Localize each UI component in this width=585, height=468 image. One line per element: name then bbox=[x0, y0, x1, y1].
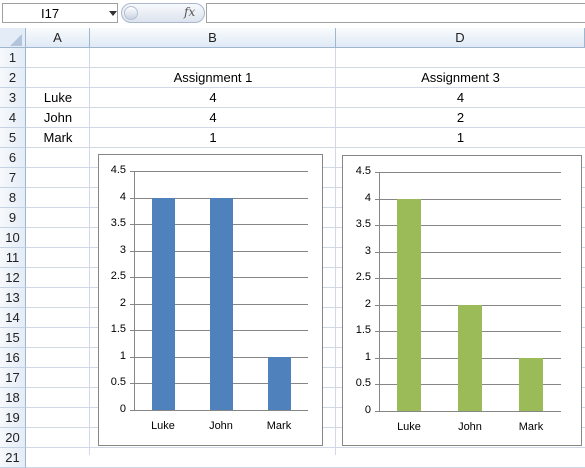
gridline bbox=[130, 171, 308, 172]
cell-d4[interactable]: 2 bbox=[456, 110, 465, 125]
insert-function-icon[interactable]: fx bbox=[184, 5, 196, 19]
y-tick-label: 3.5 bbox=[110, 217, 126, 229]
row-header-5[interactable]: 5 bbox=[0, 128, 26, 148]
bar-luke[interactable] bbox=[397, 199, 421, 411]
grid-line bbox=[26, 127, 585, 128]
row-header-16[interactable]: 16 bbox=[0, 348, 26, 368]
cell-a3[interactable]: Luke bbox=[43, 90, 73, 105]
cell-a4[interactable]: John bbox=[43, 110, 73, 125]
row-header-4[interactable]: 4 bbox=[0, 108, 26, 128]
row-header-3[interactable]: 3 bbox=[0, 88, 26, 108]
x-tick-label: Mark bbox=[266, 420, 292, 432]
name-box-value: I17 bbox=[41, 6, 60, 21]
gridline bbox=[375, 278, 561, 279]
grid-line bbox=[335, 48, 336, 455]
chart-assignment-3[interactable]: 0 0.5 1 1.5 2 2.5 3 3.5 4 4.5 Luke John Mark bbox=[342, 155, 582, 446]
y-tick-label: 2 bbox=[364, 298, 371, 310]
y-tick-label: 2 bbox=[119, 297, 126, 309]
bar-mark[interactable] bbox=[268, 357, 291, 410]
row-header-14[interactable]: 14 bbox=[0, 308, 26, 328]
name-box[interactable]: I17 bbox=[2, 3, 118, 23]
row-header-21[interactable]: 21 bbox=[0, 448, 26, 468]
row-header-17[interactable]: 17 bbox=[0, 368, 26, 388]
row-header-8[interactable]: 8 bbox=[0, 188, 26, 208]
grid-line bbox=[26, 87, 585, 88]
y-tick-label: 0.5 bbox=[110, 376, 126, 388]
x-tick-label: Luke bbox=[151, 420, 175, 432]
row-header-20[interactable]: 20 bbox=[0, 428, 26, 448]
y-tick-label: 4 bbox=[364, 192, 371, 204]
chart-assignment-1[interactable]: 0 0.5 1 1.5 2 2.5 3 3.5 4 4.5 Luke John Mark bbox=[98, 154, 323, 446]
row-header-19[interactable]: 19 bbox=[0, 408, 26, 428]
grid-line bbox=[26, 67, 585, 68]
formula-bar: I17 fx bbox=[0, 0, 585, 29]
cell-b3[interactable]: 4 bbox=[209, 90, 217, 105]
formula-bar-controls: fx bbox=[121, 3, 205, 23]
row-header-10[interactable]: 10 bbox=[0, 228, 26, 248]
gridline bbox=[375, 225, 561, 226]
gridline bbox=[375, 172, 561, 173]
formula-input[interactable] bbox=[206, 3, 585, 23]
row-header-13[interactable]: 13 bbox=[0, 288, 26, 308]
x-tick-label: John bbox=[458, 421, 482, 433]
row-header-11[interactable]: 11 bbox=[0, 248, 26, 268]
y-tick-label: 0.5 bbox=[355, 377, 371, 389]
column-header-a[interactable]: A bbox=[26, 28, 90, 48]
gridline bbox=[375, 199, 561, 200]
select-all-icon bbox=[10, 34, 22, 46]
bar-mark[interactable] bbox=[519, 358, 543, 411]
x-tick-label: Mark bbox=[518, 421, 544, 433]
bar-john[interactable] bbox=[210, 198, 233, 410]
cell-b5[interactable]: 1 bbox=[209, 130, 217, 145]
column-header-b[interactable]: B bbox=[90, 28, 336, 48]
x-tick-label: John bbox=[209, 420, 233, 432]
row-header-12[interactable]: 12 bbox=[0, 268, 26, 288]
gridline bbox=[130, 410, 308, 411]
gridline bbox=[375, 252, 561, 253]
y-tick-label: 3 bbox=[119, 244, 126, 256]
bar-john[interactable] bbox=[458, 305, 482, 411]
row-header-18[interactable]: 18 bbox=[0, 388, 26, 408]
row-header-1[interactable]: 1 bbox=[0, 48, 26, 68]
grid-line bbox=[26, 147, 585, 148]
y-tick-label: 1 bbox=[119, 350, 126, 362]
y-tick-label: 3 bbox=[364, 245, 371, 257]
chevron-down-icon[interactable] bbox=[109, 11, 117, 16]
grid-line bbox=[89, 48, 90, 455]
cell-b4[interactable]: 4 bbox=[209, 110, 217, 125]
y-tick-label: 2.5 bbox=[110, 270, 126, 282]
y-tick-label: 0 bbox=[364, 404, 371, 416]
row-header-15[interactable]: 15 bbox=[0, 328, 26, 348]
cell-a5[interactable]: Mark bbox=[43, 130, 73, 145]
cell-d2[interactable]: Assignment 3 bbox=[421, 70, 500, 85]
y-tick-label: 0 bbox=[119, 403, 126, 415]
y-tick-label: 4.5 bbox=[110, 164, 126, 176]
cell-d5[interactable]: 1 bbox=[456, 130, 465, 145]
grid-line bbox=[26, 107, 585, 108]
x-tick-label: Luke bbox=[397, 421, 421, 433]
y-tick-label: 4.5 bbox=[355, 165, 371, 177]
select-all-button[interactable] bbox=[0, 28, 26, 48]
y-tick-label: 4 bbox=[119, 191, 126, 203]
cell-d3[interactable]: 4 bbox=[456, 90, 465, 105]
y-tick-label: 1.5 bbox=[110, 323, 126, 335]
row-header-9[interactable]: 9 bbox=[0, 208, 26, 228]
expand-handle-icon[interactable] bbox=[124, 6, 138, 20]
grid-line bbox=[26, 447, 585, 448]
y-axis bbox=[134, 171, 135, 410]
row-header-6[interactable]: 6 bbox=[0, 148, 26, 168]
gridline bbox=[375, 411, 561, 412]
y-tick-label: 1.5 bbox=[355, 324, 371, 336]
bar-luke[interactable] bbox=[152, 198, 175, 410]
y-tick-label: 1 bbox=[364, 351, 371, 363]
column-header-d[interactable]: D bbox=[336, 28, 585, 48]
y-tick-label: 2.5 bbox=[355, 271, 371, 283]
row-header-2[interactable]: 2 bbox=[0, 68, 26, 88]
y-tick-label: 3.5 bbox=[355, 218, 371, 230]
cell-b2[interactable]: Assignment 1 bbox=[173, 70, 253, 85]
y-axis bbox=[379, 172, 380, 411]
row-header-7[interactable]: 7 bbox=[0, 168, 26, 188]
